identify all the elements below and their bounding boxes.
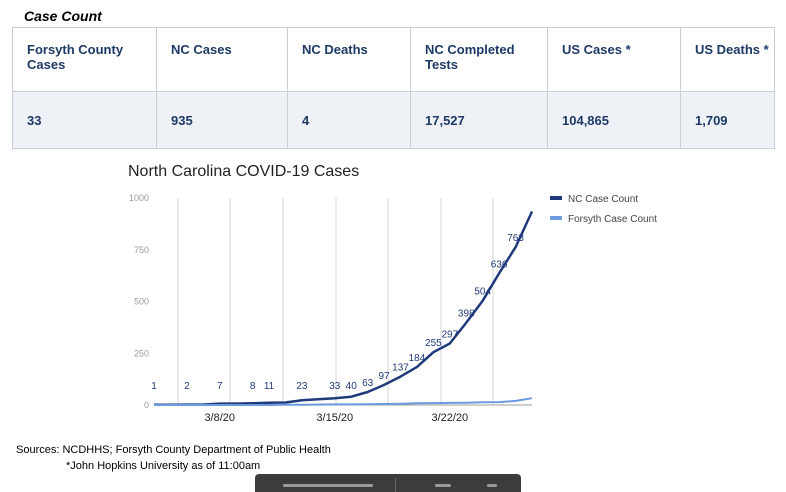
- header-us-deaths: US Deaths *: [680, 27, 775, 92]
- data-label-17: 763: [507, 233, 524, 244]
- data-label-9: 97: [379, 371, 391, 382]
- value-nc-cases: 935: [156, 91, 288, 149]
- data-label-6: 33: [329, 381, 341, 392]
- data-label-2: 7: [217, 381, 223, 392]
- y-tick-label-1: 250: [134, 348, 149, 358]
- data-label-7: 40: [346, 381, 358, 392]
- toolbar-ghost-label: [283, 484, 373, 487]
- value-us-cases: 104,865: [547, 91, 681, 149]
- y-tick-label-2: 500: [134, 297, 149, 307]
- case-count-table: Forsyth County Cases NC Cases NC Deaths …: [12, 27, 775, 149]
- header-forsyth-cases: Forsyth County Cases: [12, 27, 157, 92]
- value-nc-tests: 17,527: [410, 91, 548, 149]
- data-label-3: 8: [250, 381, 256, 392]
- value-nc-deaths: 4: [287, 91, 411, 149]
- footnote-text: *John Hopkins University as of 11:00am: [66, 460, 261, 472]
- data-label-5: 23: [296, 381, 308, 392]
- viewer-toolbar[interactable]: [255, 474, 521, 492]
- value-us-deaths: 1,709: [680, 91, 775, 149]
- table-header-row: Forsyth County Cases NC Cases NC Deaths …: [12, 27, 775, 92]
- header-nc-deaths: NC Deaths: [287, 27, 411, 92]
- data-label-13: 297: [441, 330, 458, 341]
- data-label-0: 1: [151, 381, 157, 392]
- sources-text: Sources: NCDHHS; Forsyth County Departme…: [16, 444, 331, 456]
- legend-label-0: NC Case Count: [568, 194, 638, 205]
- y-tick-label-4: 1000: [129, 193, 149, 203]
- data-label-14: 398: [458, 309, 475, 320]
- data-label-12: 255: [425, 338, 442, 349]
- data-label-16: 636: [491, 259, 508, 270]
- header-nc-cases: NC Cases: [156, 27, 288, 92]
- line-chart: 0 250 500 750 1000 3/8/20 3/15/20 3/22/20 1 2 7 8 11…: [129, 193, 657, 424]
- header-nc-tests: NC Completed Tests: [410, 27, 548, 92]
- x-tick-label-2: 3/22/20: [431, 412, 468, 424]
- zoom-icon[interactable]: [435, 484, 451, 487]
- toolbar-arrow-icon[interactable]: [487, 484, 497, 487]
- data-label-10: 137: [392, 363, 409, 374]
- data-label-11: 184: [409, 353, 426, 364]
- data-label-4: 11: [264, 381, 275, 392]
- y-tick-label-3: 750: [134, 245, 149, 255]
- x-tick-label-0: 3/8/20: [204, 412, 235, 424]
- series-line-0: [154, 210, 534, 407]
- table-row: 33 935 4 17,527 104,865 1,709: [12, 91, 775, 149]
- chart-title: North Carolina COVID-19 Cases: [128, 163, 360, 180]
- x-tick-label-1: 3/15/20: [316, 412, 353, 424]
- data-label-8: 63: [362, 378, 374, 389]
- y-tick-label-0: 0: [144, 400, 149, 410]
- header-us-cases: US Cases *: [547, 27, 681, 92]
- legend-label-1: Forsyth Case Count: [568, 214, 657, 225]
- series-line-1: [154, 397, 533, 406]
- value-forsyth-cases: 33: [12, 91, 157, 149]
- section-title: Case Count: [24, 8, 102, 24]
- toolbar-divider: [395, 478, 396, 492]
- data-label-15: 504: [474, 287, 491, 298]
- data-label-1: 2: [184, 381, 190, 392]
